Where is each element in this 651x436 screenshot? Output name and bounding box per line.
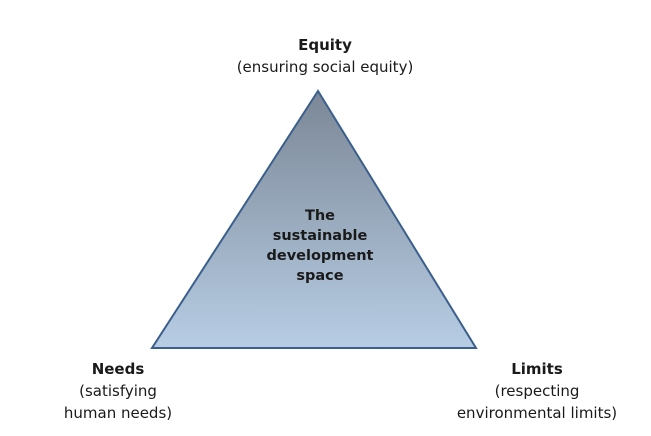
center-label: The sustainable development space	[250, 206, 390, 286]
limits-subtitle-line-1: (respecting	[494, 382, 580, 400]
center-label-line-4: space	[296, 268, 344, 284]
center-label-line-1: The	[304, 208, 336, 224]
limits-subtitle-line-2: environmental limits)	[456, 404, 618, 422]
equity-vertex-label: Equity (ensuring social equity)	[215, 34, 435, 78]
equity-subtitle: (ensuring social equity)	[236, 58, 414, 76]
center-label-line-3: development	[266, 248, 374, 264]
development-space-triangle	[150, 89, 478, 349]
equity-title: Equity	[298, 36, 352, 54]
needs-title: Needs	[91, 360, 145, 378]
needs-subtitle-line-2: human needs)	[63, 404, 173, 422]
needs-subtitle-line-1: (satisfying	[79, 382, 157, 400]
limits-title: Limits	[511, 360, 563, 378]
limits-vertex-label: Limits (respecting environmental limits)	[432, 358, 642, 424]
center-label-line-2: sustainable	[272, 228, 368, 244]
needs-vertex-label: Needs (satisfying human needs)	[48, 358, 188, 424]
